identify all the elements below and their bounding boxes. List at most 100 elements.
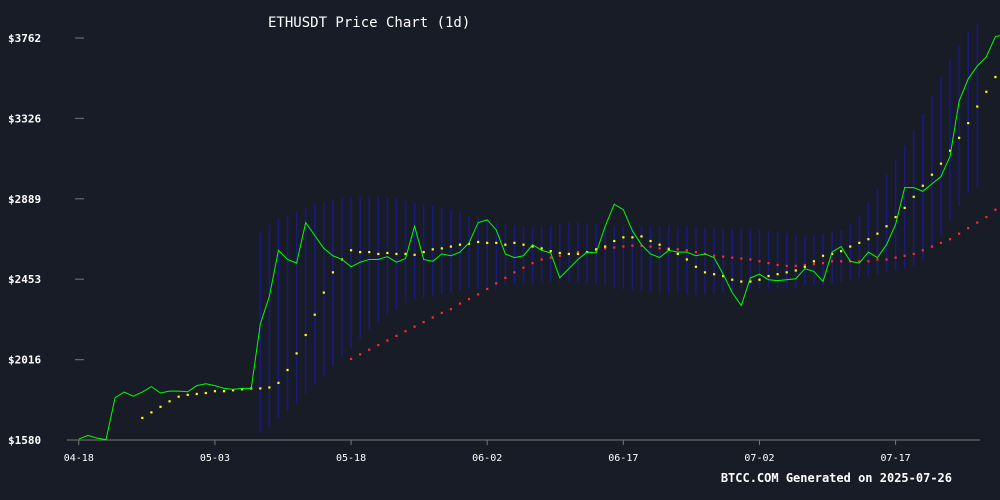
ma_short-point bbox=[495, 241, 498, 244]
ma_short-point bbox=[349, 249, 353, 252]
ma_short-point bbox=[685, 258, 688, 261]
ma_short-point bbox=[930, 173, 933, 176]
ma_short-point bbox=[703, 271, 707, 274]
ma_short-point bbox=[186, 393, 189, 396]
ma_short-point bbox=[567, 252, 570, 256]
ma_long-point bbox=[894, 256, 897, 259]
ma_short-point bbox=[213, 390, 217, 393]
ma_short-point bbox=[803, 265, 806, 268]
ma_long-point bbox=[613, 246, 616, 249]
x-tick-label: 05-18 bbox=[336, 453, 366, 464]
ma_short-point bbox=[259, 387, 262, 390]
ma_long-point bbox=[976, 221, 979, 224]
ma_short-point bbox=[486, 241, 489, 244]
ma_long-point bbox=[812, 262, 816, 266]
ma_long-point bbox=[985, 215, 988, 219]
ma_short-point bbox=[458, 243, 462, 246]
ma_long-point bbox=[821, 262, 825, 265]
ma_short-point bbox=[994, 75, 997, 79]
ma_long-point bbox=[722, 255, 725, 258]
ma_short-point bbox=[540, 247, 543, 250]
x-tick-label: 07-02 bbox=[744, 453, 774, 464]
ma_short-point bbox=[150, 411, 153, 414]
ma_short-point bbox=[549, 250, 552, 253]
ma_short-point bbox=[359, 250, 362, 254]
ma_short-point bbox=[277, 381, 280, 384]
ma_short-point bbox=[694, 265, 698, 268]
ma_short-point bbox=[431, 248, 434, 251]
ma_short-point bbox=[785, 271, 788, 274]
ma_short-point bbox=[377, 252, 380, 256]
ma_short-point bbox=[740, 280, 743, 283]
price-line bbox=[78, 35, 1000, 441]
ma_short-point bbox=[177, 395, 180, 398]
ma_short-point bbox=[948, 149, 952, 152]
ma_long-point bbox=[967, 227, 970, 230]
ma_short-point bbox=[413, 253, 416, 256]
ma_short-point bbox=[821, 254, 825, 257]
ma_short-point bbox=[921, 184, 924, 187]
ma_long-point bbox=[958, 232, 961, 235]
ma_short-point bbox=[195, 392, 198, 396]
ma_short-point bbox=[622, 236, 625, 239]
ma_short-point bbox=[667, 248, 670, 251]
ma_short-point bbox=[712, 273, 716, 276]
ma_short-point bbox=[649, 239, 652, 243]
ma_long-point bbox=[921, 249, 924, 252]
ma_short-point bbox=[867, 238, 870, 241]
ma_long-point bbox=[513, 271, 516, 274]
ma_short-point bbox=[477, 240, 480, 244]
ma_short-point bbox=[731, 278, 734, 281]
ma_short-point bbox=[794, 269, 797, 272]
ma_short-point bbox=[604, 245, 607, 248]
ma_long-point bbox=[522, 266, 525, 269]
ma_long-point bbox=[477, 293, 480, 296]
ma_long-point bbox=[413, 325, 416, 328]
ma_long-point bbox=[359, 353, 362, 356]
ma_short-point bbox=[368, 250, 371, 254]
ma_short-point bbox=[504, 243, 507, 246]
x-axis-ticks: 04-18 05-03 05-18 06-02 06-17 07-02 07-17 bbox=[64, 440, 911, 464]
ma_long-point bbox=[640, 244, 643, 247]
ma_long-point bbox=[731, 256, 734, 259]
ma_short-point bbox=[449, 245, 452, 248]
ma_short-point bbox=[676, 252, 679, 256]
ma_short-point bbox=[722, 274, 725, 278]
ma_short-point bbox=[522, 243, 525, 246]
ma_short-point bbox=[939, 162, 943, 165]
ma_long-point bbox=[948, 238, 952, 241]
y-tick-label: $2453 bbox=[8, 273, 41, 286]
ma_short-point bbox=[313, 313, 316, 316]
ma_short-point bbox=[168, 400, 171, 403]
ma_short-point bbox=[159, 405, 162, 408]
ma_short-point bbox=[749, 280, 752, 283]
x-tick-label: 04-18 bbox=[64, 453, 94, 464]
ma_short-point bbox=[631, 236, 634, 239]
ma_short-point bbox=[286, 368, 289, 372]
y-tick-label: $1580 bbox=[8, 434, 41, 447]
ma_short-point bbox=[304, 333, 307, 337]
ma_long-point bbox=[440, 311, 443, 314]
ma_long-point bbox=[531, 262, 534, 265]
ma_long-point bbox=[994, 208, 997, 211]
ma_short-point bbox=[776, 273, 779, 276]
ma_long-point bbox=[794, 264, 797, 267]
x-tick-label: 07-17 bbox=[881, 453, 911, 464]
ma_long-point bbox=[558, 254, 561, 257]
ma_long-point bbox=[876, 258, 879, 261]
ma_long-point bbox=[504, 276, 507, 279]
y-axis-ticks: $1580 $2016 $2453 $2889 $3326 $3762 bbox=[8, 32, 84, 447]
ma_long-point bbox=[449, 308, 452, 311]
ma_long-point bbox=[540, 258, 543, 261]
ma_long-point bbox=[930, 245, 933, 248]
ma_long-point bbox=[486, 287, 489, 291]
chart-title: ETHUSDT Price Chart (1d) bbox=[268, 15, 470, 31]
ma_short-point bbox=[876, 232, 879, 235]
ma_short-point bbox=[222, 390, 226, 393]
ma_short-point bbox=[958, 136, 961, 139]
footer-text: BTCC.COM Generated on 2025-07-26 bbox=[721, 471, 952, 485]
ma_long-point bbox=[694, 250, 698, 254]
ma_long-point bbox=[885, 258, 888, 261]
